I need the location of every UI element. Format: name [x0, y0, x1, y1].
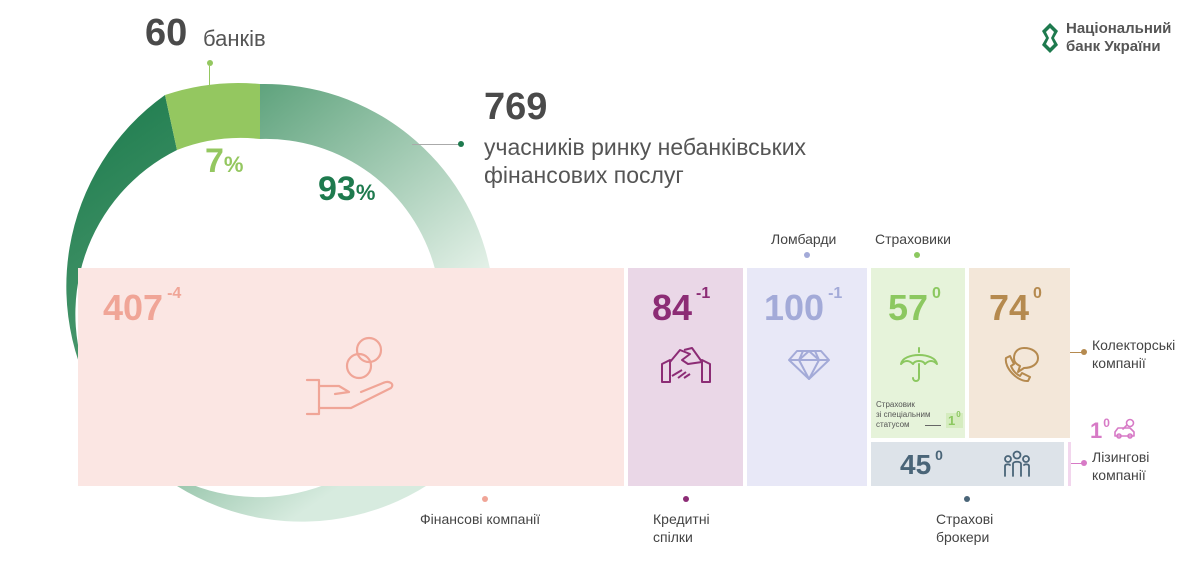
leasing-pointer-line	[1071, 463, 1084, 464]
diamond-icon	[788, 350, 830, 380]
nbfi-share-pct: %	[355, 180, 376, 205]
nbfi-label-line2: фінансових послуг	[484, 162, 684, 188]
credit-pointer-dot	[683, 496, 689, 502]
pawnshops-value: 100 -1	[764, 285, 843, 329]
pawn-value: 100	[764, 287, 825, 328]
leasing-pointer-dot	[1081, 460, 1087, 466]
credit-unions-label-line2: спілки	[653, 529, 693, 545]
nbfi-share-value: 93	[318, 170, 356, 208]
special-status-line3: статусом	[876, 420, 910, 429]
banks-pointer-line	[209, 66, 210, 90]
logo-line1: Національний	[1066, 20, 1172, 37]
financial-companies-value: 407 -4	[103, 285, 182, 329]
collectors-change: 0	[1033, 285, 1042, 302]
insurers-count: 57	[888, 287, 929, 328]
credit-unions-value: 84 -1	[652, 285, 711, 329]
banks-pointer-dot	[207, 60, 213, 66]
pawnshops-pointer-dot	[804, 252, 810, 258]
financial-companies-box	[78, 268, 624, 486]
nbfi-count: 769	[484, 86, 548, 128]
financial-pointer-dot	[482, 496, 488, 502]
special-status-line2: зі спеціальним	[876, 410, 931, 419]
banks-count: 60	[145, 12, 188, 54]
donut-segment-banks	[165, 82, 260, 150]
brokers-pointer-dot	[964, 496, 970, 502]
brokers-value: 45 0	[900, 447, 943, 481]
brokers-label-line1: Страхові	[936, 511, 994, 527]
credit-value: 84	[652, 287, 693, 328]
umbrella-icon	[900, 347, 938, 382]
insurers-change: 0	[932, 285, 941, 302]
phone-chat-icon	[1004, 347, 1039, 383]
collectors-pointer-line	[1070, 352, 1084, 353]
people-icon	[1004, 450, 1030, 477]
banks-label: банків	[203, 26, 266, 51]
insurers-pointer-dot	[914, 252, 920, 258]
brokers-count: 45	[900, 449, 932, 480]
special-status-line1: Страховик	[876, 400, 915, 409]
leasing-count: 1	[1090, 418, 1103, 443]
special-change: 0	[956, 410, 961, 419]
pawnshops-label: Ломбарди	[771, 231, 837, 247]
hand-coins-icon	[305, 336, 394, 416]
logo-line2: банк України	[1066, 38, 1161, 55]
banks-share-value: 7	[205, 142, 224, 180]
leasing-label-line2: компанії	[1092, 467, 1146, 483]
insurers-label: Страховики	[875, 231, 951, 247]
leasing-box	[1068, 442, 1071, 486]
nbfi-label-line1: учасників ринку небанківських	[484, 134, 807, 160]
special-status-value: 10	[946, 410, 963, 428]
brokers-box	[871, 442, 1064, 486]
donut-segment-nbfi	[260, 83, 490, 269]
banks-share-pct: %	[223, 152, 244, 177]
special-value: 1	[948, 413, 956, 428]
leasing-change: 0	[1103, 416, 1110, 430]
nbfi-share: 93%	[318, 170, 375, 209]
insurers-box	[871, 268, 965, 438]
insurers-value: 57 0	[888, 285, 941, 329]
special-status-label: Страховик зі спеціальним статусом	[876, 400, 930, 430]
financial-value: 407	[103, 287, 164, 328]
banks-share: 7%	[205, 142, 243, 181]
collectors-pointer-dot	[1081, 349, 1087, 355]
collectors-box	[969, 268, 1070, 438]
collectors-value: 74 0	[989, 285, 1042, 329]
collectors-label-line1: Колекторські	[1092, 337, 1176, 353]
financial-companies-label: Фінансові компанії	[420, 511, 541, 527]
nbu-logo-icon	[1042, 23, 1058, 53]
leasing-value: 10	[1090, 416, 1110, 444]
leasing-label-line1: Лізингові	[1092, 449, 1150, 465]
car-key-icon	[1114, 418, 1135, 439]
handshake-icon	[661, 347, 711, 383]
collectors-count: 74	[989, 287, 1030, 328]
nbfi-pointer-dot	[458, 141, 464, 147]
credit-change: -1	[696, 285, 711, 302]
pawn-change: -1	[828, 285, 843, 302]
special-status-line	[925, 425, 941, 426]
nbfi-pointer-line	[412, 144, 460, 145]
brokers-change: 0	[935, 447, 943, 463]
financial-change: -4	[167, 285, 182, 302]
credit-unions-label-line1: Кредитні	[653, 511, 710, 527]
brokers-label-line2: брокери	[936, 529, 990, 545]
collectors-label-line2: компанії	[1092, 355, 1146, 371]
